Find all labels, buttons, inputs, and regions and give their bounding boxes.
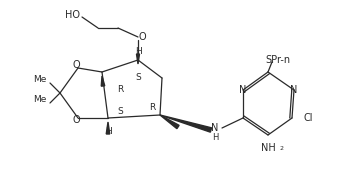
- Text: N: N: [211, 123, 219, 133]
- Text: N: N: [290, 85, 298, 95]
- Text: S: S: [117, 107, 123, 116]
- Text: N: N: [239, 85, 247, 95]
- Text: SPr-n: SPr-n: [266, 55, 291, 65]
- Polygon shape: [160, 115, 212, 132]
- Text: R: R: [117, 86, 123, 95]
- Text: 2: 2: [280, 146, 284, 151]
- Text: O: O: [72, 115, 80, 125]
- Text: H: H: [212, 132, 218, 141]
- Polygon shape: [106, 122, 110, 134]
- Text: H: H: [105, 128, 111, 137]
- Text: H: H: [135, 47, 141, 56]
- Text: R: R: [149, 103, 155, 112]
- Text: Me: Me: [33, 75, 46, 84]
- Polygon shape: [160, 115, 179, 129]
- Text: O: O: [72, 60, 80, 70]
- Text: HO: HO: [65, 10, 80, 20]
- Polygon shape: [136, 54, 140, 64]
- Text: Cl: Cl: [304, 113, 314, 123]
- Text: O: O: [138, 32, 146, 42]
- Polygon shape: [101, 76, 105, 86]
- Text: NH: NH: [261, 143, 275, 153]
- Text: Me: Me: [33, 95, 46, 105]
- Text: S: S: [135, 73, 141, 82]
